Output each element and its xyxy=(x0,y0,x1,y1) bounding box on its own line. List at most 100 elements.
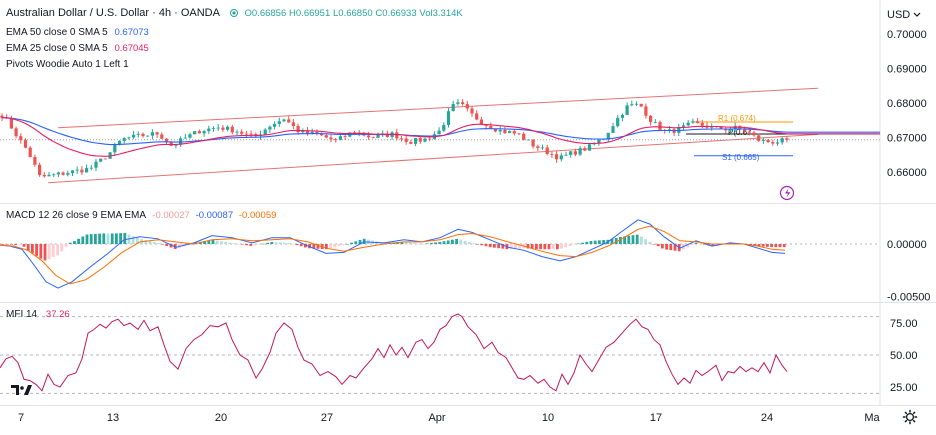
macd-histogram-bar xyxy=(203,241,206,244)
macd-histogram-bar xyxy=(337,244,341,247)
candle xyxy=(710,123,714,131)
candle-body xyxy=(103,158,107,160)
candle-body xyxy=(38,164,42,175)
candle-body xyxy=(174,144,178,146)
price-tick-label: 0.69000 xyxy=(887,64,927,76)
candle-body xyxy=(418,138,422,142)
candle-body xyxy=(667,129,671,131)
candle-body xyxy=(329,137,333,140)
macd-histogram-bar xyxy=(35,244,38,256)
candle xyxy=(38,162,42,177)
macd-histogram-bar xyxy=(425,243,429,244)
candle-body xyxy=(691,121,695,123)
candle-body xyxy=(498,129,502,132)
candle xyxy=(287,116,291,123)
candle xyxy=(89,164,93,171)
mfi-legend[interactable]: MFI 14 37.26 xyxy=(6,309,70,320)
candle-body xyxy=(320,133,324,136)
macd-histogram-bar xyxy=(94,233,97,244)
macd-histogram-bar xyxy=(257,244,261,245)
macd-histogram-bar xyxy=(694,242,698,244)
candle xyxy=(103,158,107,160)
pivots-legend[interactable]: Pivots Woodie Auto 1 Left 1 xyxy=(6,59,129,70)
candle-body xyxy=(296,126,300,133)
macd-histogram-bar xyxy=(753,244,757,246)
ema50-legend[interactable]: EMA 50 close 0 SMA 5 0.67073 xyxy=(6,27,149,38)
chevron-down-icon[interactable] xyxy=(913,12,921,17)
ema50-label: EMA 50 close 0 SMA 5 xyxy=(6,27,108,38)
time-tick-label: 27 xyxy=(321,412,333,424)
macd-legend[interactable]: MACD 12 26 close 9 EMA EMA -0.00027 -0.0… xyxy=(6,210,276,221)
candle xyxy=(42,172,46,178)
macd-histogram-bar xyxy=(467,242,471,244)
candle-body xyxy=(9,118,13,129)
price-pane[interactable]: R1 (0.674) S1 (0.665) P(0.67 xyxy=(0,87,880,184)
macd-pane[interactable] xyxy=(0,219,880,289)
candle-body xyxy=(305,130,310,134)
macd-histogram-bar xyxy=(287,242,290,244)
candle xyxy=(696,118,700,124)
macd-histogram-bar xyxy=(241,244,244,245)
candle-body xyxy=(747,131,751,133)
macd-histogram-bar xyxy=(648,241,652,244)
candle xyxy=(94,158,98,172)
candle xyxy=(451,100,455,112)
ohlc-close: C0.66933 xyxy=(375,8,417,19)
macd-histogram-bar xyxy=(778,244,782,248)
lightning-icon[interactable] xyxy=(779,185,795,201)
symbol-title[interactable]: Australian Dollar / U.S. Dollar · 4h · O… xyxy=(6,7,220,19)
candle-body xyxy=(785,138,789,140)
macd-histogram-bar xyxy=(509,244,513,250)
candle-body xyxy=(282,119,286,122)
pivot-s1-label: S1 (0.665) xyxy=(722,153,760,162)
candle-body xyxy=(263,129,267,135)
currency-selector[interactable]: USD xyxy=(887,9,910,21)
tradingview-logo-icon[interactable] xyxy=(11,385,32,395)
candle-body xyxy=(611,126,615,133)
candle xyxy=(75,166,79,174)
candle-body xyxy=(216,127,220,129)
mfi-label: MFI 14 xyxy=(6,309,38,320)
candle-body xyxy=(559,155,563,160)
candle-body xyxy=(310,131,314,134)
candle xyxy=(597,139,601,146)
macd-histogram-bar xyxy=(472,243,475,244)
candle xyxy=(461,99,465,106)
gear-icon[interactable] xyxy=(902,409,918,425)
macd-histogram-bar xyxy=(26,244,30,251)
candle-body xyxy=(221,127,225,130)
macd-histogram-bar xyxy=(119,233,122,244)
macd-histogram-bar xyxy=(543,244,547,250)
candle-body xyxy=(28,147,32,157)
macd-histogram-bar xyxy=(85,234,89,244)
candle xyxy=(620,113,624,122)
macd-histogram-bar xyxy=(476,244,479,245)
candle-body xyxy=(564,154,568,156)
candle-body xyxy=(385,133,389,137)
candle xyxy=(226,125,230,132)
candle xyxy=(752,130,756,137)
symbol-legend: Australian Dollar / U.S. Dollar · 4h · O… xyxy=(6,7,463,19)
candle xyxy=(775,138,780,146)
macd-histogram-bar xyxy=(308,244,311,249)
candle xyxy=(315,129,319,136)
candle-body xyxy=(19,136,23,141)
macd-histogram-bar xyxy=(686,244,689,248)
candle xyxy=(291,118,295,130)
candle xyxy=(616,114,620,128)
candle-body xyxy=(85,168,89,173)
candle xyxy=(728,126,733,134)
candle xyxy=(536,144,540,152)
macd-histogram-bar xyxy=(568,244,572,246)
ema25-legend[interactable]: EMA 25 close 0 SMA 5 0.67045 xyxy=(6,43,149,54)
candle xyxy=(99,158,103,163)
macd-histogram-bar xyxy=(232,243,236,244)
candle-body xyxy=(155,132,159,135)
macd-histogram-bar xyxy=(400,242,404,244)
macd-histogram-bar xyxy=(665,244,668,250)
candle xyxy=(230,124,234,135)
candle-body xyxy=(273,123,277,127)
candle xyxy=(52,173,56,177)
mfi-pane[interactable] xyxy=(0,313,880,394)
